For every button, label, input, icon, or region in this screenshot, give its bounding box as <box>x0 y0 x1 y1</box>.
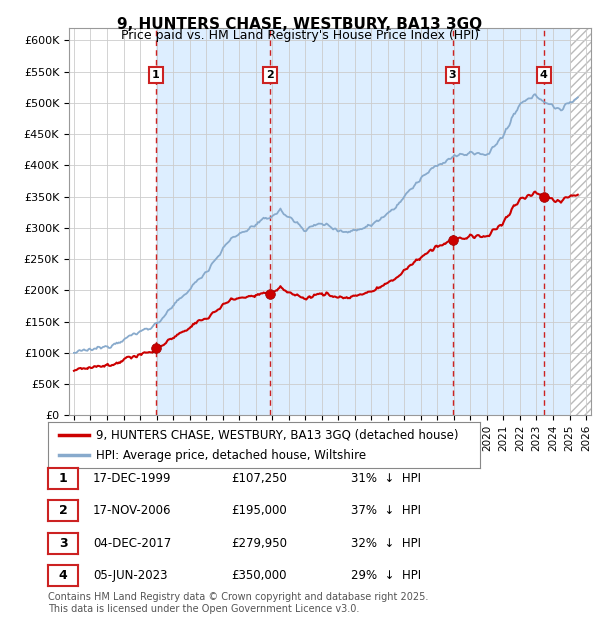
Text: 05-JUN-2023: 05-JUN-2023 <box>93 569 167 582</box>
Text: 2: 2 <box>59 505 67 517</box>
Text: Price paid vs. HM Land Registry's House Price Index (HPI): Price paid vs. HM Land Registry's House … <box>121 29 479 42</box>
Bar <box>569 28 591 415</box>
Text: 17-DEC-1999: 17-DEC-1999 <box>93 472 172 485</box>
Text: 3: 3 <box>449 70 457 80</box>
Text: £350,000: £350,000 <box>231 569 287 582</box>
Text: 29%  ↓  HPI: 29% ↓ HPI <box>351 569 421 582</box>
Text: 9, HUNTERS CHASE, WESTBURY, BA13 3GQ (detached house): 9, HUNTERS CHASE, WESTBURY, BA13 3GQ (de… <box>95 428 458 441</box>
Bar <box>156 28 569 415</box>
Text: 37%  ↓  HPI: 37% ↓ HPI <box>351 505 421 517</box>
Text: 4: 4 <box>539 70 548 80</box>
Text: 17-NOV-2006: 17-NOV-2006 <box>93 505 172 517</box>
Text: £107,250: £107,250 <box>231 472 287 485</box>
Text: 9, HUNTERS CHASE, WESTBURY, BA13 3GQ: 9, HUNTERS CHASE, WESTBURY, BA13 3GQ <box>118 17 482 32</box>
Text: £279,950: £279,950 <box>231 537 287 549</box>
Text: 1: 1 <box>152 70 160 80</box>
Text: £195,000: £195,000 <box>231 505 287 517</box>
Text: 4: 4 <box>59 569 67 582</box>
Text: 32%  ↓  HPI: 32% ↓ HPI <box>351 537 421 549</box>
Text: Contains HM Land Registry data © Crown copyright and database right 2025.
This d: Contains HM Land Registry data © Crown c… <box>48 592 428 614</box>
Text: 3: 3 <box>59 537 67 549</box>
Text: 1: 1 <box>59 472 67 485</box>
Text: 31%  ↓  HPI: 31% ↓ HPI <box>351 472 421 485</box>
Text: 2: 2 <box>266 70 274 80</box>
Text: HPI: Average price, detached house, Wiltshire: HPI: Average price, detached house, Wilt… <box>95 449 365 461</box>
Text: 04-DEC-2017: 04-DEC-2017 <box>93 537 171 549</box>
